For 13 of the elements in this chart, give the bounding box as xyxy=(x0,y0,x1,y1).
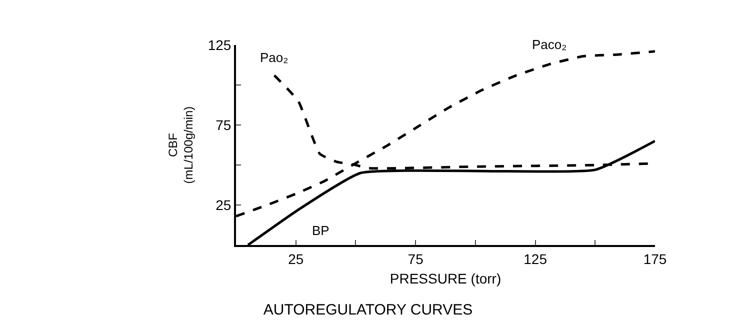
x-tick-label: 175 xyxy=(643,250,667,267)
series-label: BP xyxy=(312,223,330,238)
y-tick-label: 75 xyxy=(216,116,232,133)
y-axis-title: CBF (mL/100g/min) xyxy=(166,106,196,184)
x-tick-label: 75 xyxy=(408,250,424,267)
y-tick-label: 125 xyxy=(208,36,232,53)
x-axis-title: PRESSURE (torr) xyxy=(390,270,502,287)
series-label: Pao₂ xyxy=(260,50,288,65)
x-tick-label: 25 xyxy=(288,250,304,267)
series-label: Paco₂ xyxy=(532,37,567,52)
y-tick-label: 25 xyxy=(216,196,232,213)
text: AUTOREGULATORY CURVES xyxy=(263,302,473,319)
x-tick-label: 125 xyxy=(524,250,548,267)
